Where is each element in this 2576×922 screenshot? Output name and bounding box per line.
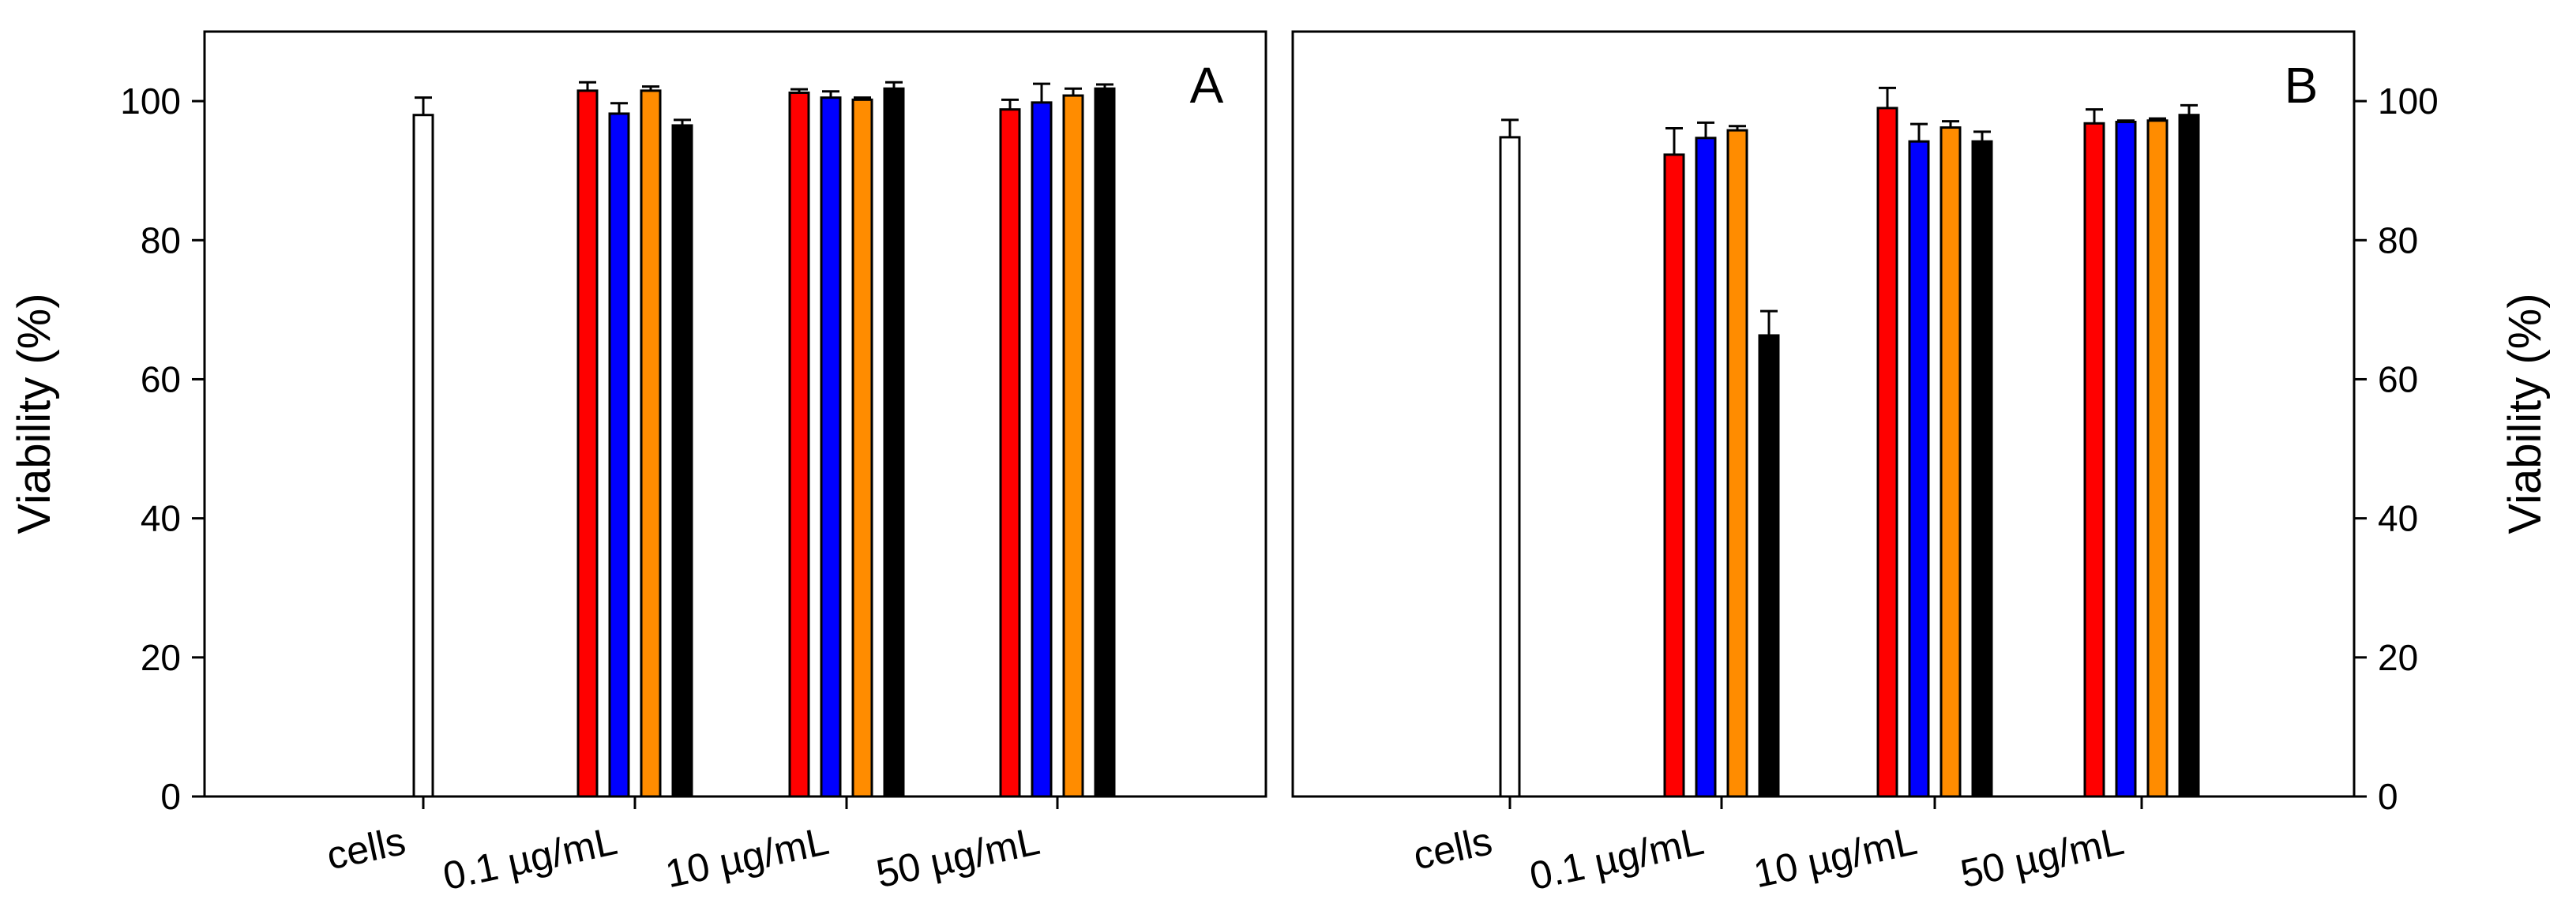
panel-b-frame xyxy=(1291,30,2356,798)
category-label: 50 µg/mL xyxy=(1957,819,2128,896)
bar-red xyxy=(999,108,1021,798)
category-label: 50 µg/mL xyxy=(873,819,1044,896)
category-label: cells xyxy=(323,819,409,879)
y-tick-label: 60 xyxy=(141,358,181,399)
y-tick-label: 40 xyxy=(141,498,181,539)
bar-blue xyxy=(2115,121,2137,798)
y-tick-label: 40 xyxy=(2378,498,2418,539)
y-tick-label: 60 xyxy=(2378,358,2418,399)
panel-a-label: A xyxy=(1190,57,1224,114)
bar-orange xyxy=(851,98,873,798)
category-label: 10 µg/mL xyxy=(1750,819,1921,896)
panel-b: Viability (%) B 0 20 40 60 80 100 cells 0.1 µg… xyxy=(1291,30,2551,898)
panel-a-y-ticks: 0 20 40 60 80 100 xyxy=(120,81,205,817)
bar-black xyxy=(2178,114,2200,798)
y-tick-label: 100 xyxy=(2378,81,2439,122)
y-tick-label: 80 xyxy=(141,219,181,260)
bar-orange xyxy=(2146,119,2169,798)
bar-red xyxy=(788,92,810,798)
y-tick-label: 100 xyxy=(120,81,181,122)
bar-blue xyxy=(608,112,630,798)
category-label: cells xyxy=(1410,819,1496,879)
panel-a-bars xyxy=(412,81,1116,798)
bar-black xyxy=(1094,87,1116,798)
bar-black xyxy=(1758,334,1780,798)
y-tick-label: 0 xyxy=(2378,776,2398,817)
panel-a-category-labels: cells 0.1 µg/mL 10 µg/mL 50 µg/mL xyxy=(323,819,1043,898)
y-tick-label: 20 xyxy=(2378,637,2418,678)
bar-blue xyxy=(820,96,842,798)
bar-orange xyxy=(1940,126,1962,798)
panel-b-bars xyxy=(1499,86,2200,798)
panel-a-y-axis-title: Viability (%) xyxy=(9,293,60,534)
bar-red xyxy=(1876,107,1898,798)
bar-blue xyxy=(1031,101,1053,798)
panel-a: Viability (%) A 0 20 40 60 80 100 cells 0.1 µg… xyxy=(9,30,1267,898)
bar-red xyxy=(576,89,599,798)
bar-black xyxy=(671,124,693,798)
category-label: 10 µg/mL xyxy=(662,819,833,896)
bar-black xyxy=(1971,140,1993,798)
panel-b-category-labels: cells 0.1 µg/mL 10 µg/mL 50 µg/mL xyxy=(1410,819,2127,898)
category-label: 0.1 µg/mL xyxy=(1526,819,1707,898)
panel-b-y-ticks: 0 20 40 60 80 100 xyxy=(2354,81,2439,817)
panel-a-frame xyxy=(203,30,1267,798)
bar-red xyxy=(1663,153,1685,798)
y-tick-label: 20 xyxy=(141,637,181,678)
bar-blue xyxy=(1908,140,1930,798)
category-label: 0.1 µg/mL xyxy=(439,819,621,898)
bar-orange xyxy=(640,89,662,798)
panel-b-y-axis-title: Viability (%) xyxy=(2499,293,2551,534)
panel-b-label: B xyxy=(2285,57,2319,114)
bar-blue xyxy=(1695,137,1717,798)
panel-a-x-ticks xyxy=(422,796,1059,809)
bar-orange xyxy=(1062,94,1084,798)
bar-control xyxy=(1499,136,1521,798)
bar-black xyxy=(883,87,905,798)
y-tick-label: 80 xyxy=(2378,219,2418,260)
bar-orange xyxy=(1726,129,1748,798)
y-tick-label: 0 xyxy=(160,776,181,817)
bar-control xyxy=(412,114,434,798)
panel-b-x-ticks xyxy=(1508,796,2143,809)
bar-red xyxy=(2083,122,2105,798)
